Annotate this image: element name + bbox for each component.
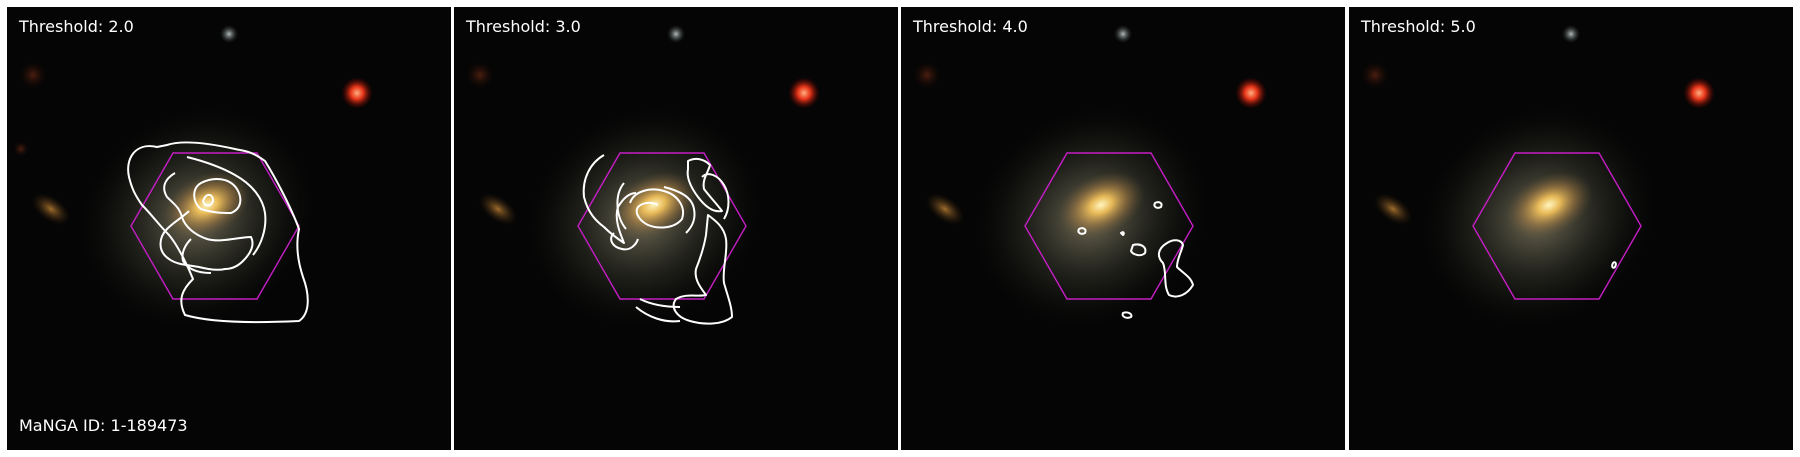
image-panel-threshold-4: Threshold: 4.0 bbox=[901, 7, 1345, 450]
faint-source bbox=[466, 61, 494, 89]
red-star bbox=[341, 77, 373, 109]
red-star bbox=[1235, 77, 1267, 109]
contours bbox=[1611, 261, 1617, 269]
galaxy-core bbox=[1505, 171, 1593, 239]
threshold-label: Threshold: 3.0 bbox=[466, 17, 581, 36]
galaxy-core bbox=[1057, 171, 1145, 239]
image-panel-threshold-3: Threshold: 3.0 bbox=[454, 7, 898, 450]
sky-image bbox=[901, 7, 1345, 450]
ifu-footprint-hexagon bbox=[130, 152, 300, 300]
red-star bbox=[1683, 77, 1715, 109]
threshold-label: Threshold: 4.0 bbox=[913, 17, 1028, 36]
threshold-label: Threshold: 2.0 bbox=[19, 17, 134, 36]
ifu-footprint-hexagon bbox=[1024, 152, 1194, 300]
threshold-label: Threshold: 5.0 bbox=[1361, 17, 1476, 36]
image-panel-threshold-5: Threshold: 5.0 bbox=[1349, 7, 1793, 450]
background-galaxy bbox=[925, 193, 965, 225]
faint-source bbox=[913, 61, 941, 89]
faint-source bbox=[13, 141, 29, 157]
manga-id-label: MaNGA ID: 1-189473 bbox=[19, 416, 188, 435]
grey-star bbox=[1114, 25, 1132, 43]
image-panel-threshold-2: Threshold: 2.0 MaNGA ID: 1-189473 bbox=[7, 7, 451, 450]
contours bbox=[1077, 201, 1194, 319]
sky-image bbox=[454, 7, 898, 450]
galaxy-core bbox=[610, 171, 698, 239]
background-galaxy bbox=[478, 193, 518, 225]
background-galaxy bbox=[1373, 193, 1413, 225]
grey-star bbox=[1562, 25, 1580, 43]
faint-source bbox=[19, 61, 47, 89]
background-galaxy bbox=[31, 193, 71, 225]
faint-source bbox=[1361, 61, 1389, 89]
grey-star bbox=[220, 25, 238, 43]
grey-star bbox=[667, 25, 685, 43]
sky-image bbox=[7, 7, 451, 450]
sky-image bbox=[1349, 7, 1793, 450]
contours bbox=[127, 141, 309, 324]
contours bbox=[582, 154, 733, 325]
red-star bbox=[788, 77, 820, 109]
ifu-footprint-hexagon bbox=[1472, 152, 1642, 300]
ifu-footprint-hexagon bbox=[577, 152, 747, 300]
